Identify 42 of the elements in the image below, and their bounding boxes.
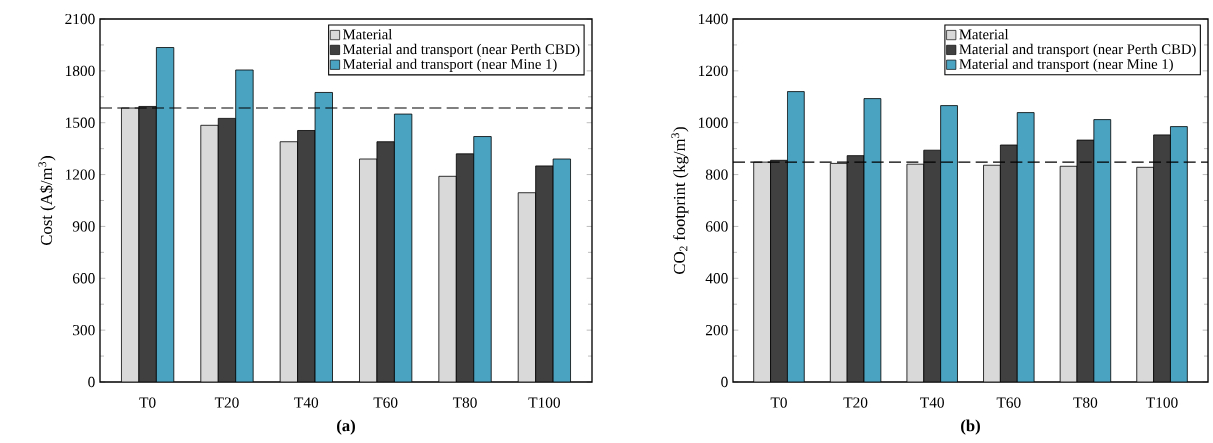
x-tick-label: T0 xyxy=(139,397,156,408)
x-tick-label: T60 xyxy=(373,397,398,408)
y-axis-title: CO$_{2}$ footprint (kg/m$^{3}$) xyxy=(671,127,689,274)
x-tick-label: T80 xyxy=(1073,397,1098,408)
bar xyxy=(1136,166,1155,382)
y-tick-label: 600 xyxy=(72,273,95,284)
bar xyxy=(829,163,848,382)
x-tick-label: T40 xyxy=(294,397,319,408)
x-tick-label: T80 xyxy=(452,397,477,408)
y-tick-label: 1800 xyxy=(65,65,95,77)
y-tick-label: 2100 xyxy=(65,13,95,25)
x-tick-label: T100 xyxy=(1146,397,1178,408)
bar xyxy=(983,164,1001,382)
x-axis-title: (a) xyxy=(337,419,355,435)
x-axis-title: (b) xyxy=(961,419,980,435)
x-tick-label: T0 xyxy=(770,397,787,408)
x-tick-label: T60 xyxy=(996,397,1021,408)
y-tick-label: 600 xyxy=(705,221,728,232)
y-tick-label: 800 xyxy=(705,169,728,180)
y-tick-label: 0 xyxy=(88,376,95,388)
legend-label: Material xyxy=(343,28,393,40)
legend-label: Material xyxy=(959,28,1009,40)
bar xyxy=(753,161,771,382)
y-tick-label: 1200 xyxy=(65,169,95,180)
x-tick-label: T20 xyxy=(843,397,868,408)
y-tick-label: 900 xyxy=(72,221,95,232)
y-tick-label: 1000 xyxy=(698,117,728,128)
legend-label: Material and transport (near Perth CBD) xyxy=(959,43,1196,58)
y-tick-label: 400 xyxy=(705,273,728,284)
legend-label: Material and transport (near Mine 1) xyxy=(343,58,557,72)
y-tick-label: 0 xyxy=(721,376,728,388)
legend-label: Material and transport (near Perth CBD) xyxy=(343,43,580,58)
y-tick-label: 200 xyxy=(705,324,728,336)
x-tick-label: T20 xyxy=(214,397,239,408)
x-tick-label: T40 xyxy=(920,397,944,408)
x-tick-label: T100 xyxy=(528,397,560,408)
y-axis-title: Cost (A$/m$^{3}$) xyxy=(38,156,56,245)
y-tick-label: 1200 xyxy=(698,65,728,77)
y-tick-label: 1400 xyxy=(698,13,728,25)
legend-label: Material and transport (near Mine 1) xyxy=(959,58,1173,72)
y-tick-label: 1500 xyxy=(65,117,95,128)
y-tick-label: 300 xyxy=(73,324,95,336)
